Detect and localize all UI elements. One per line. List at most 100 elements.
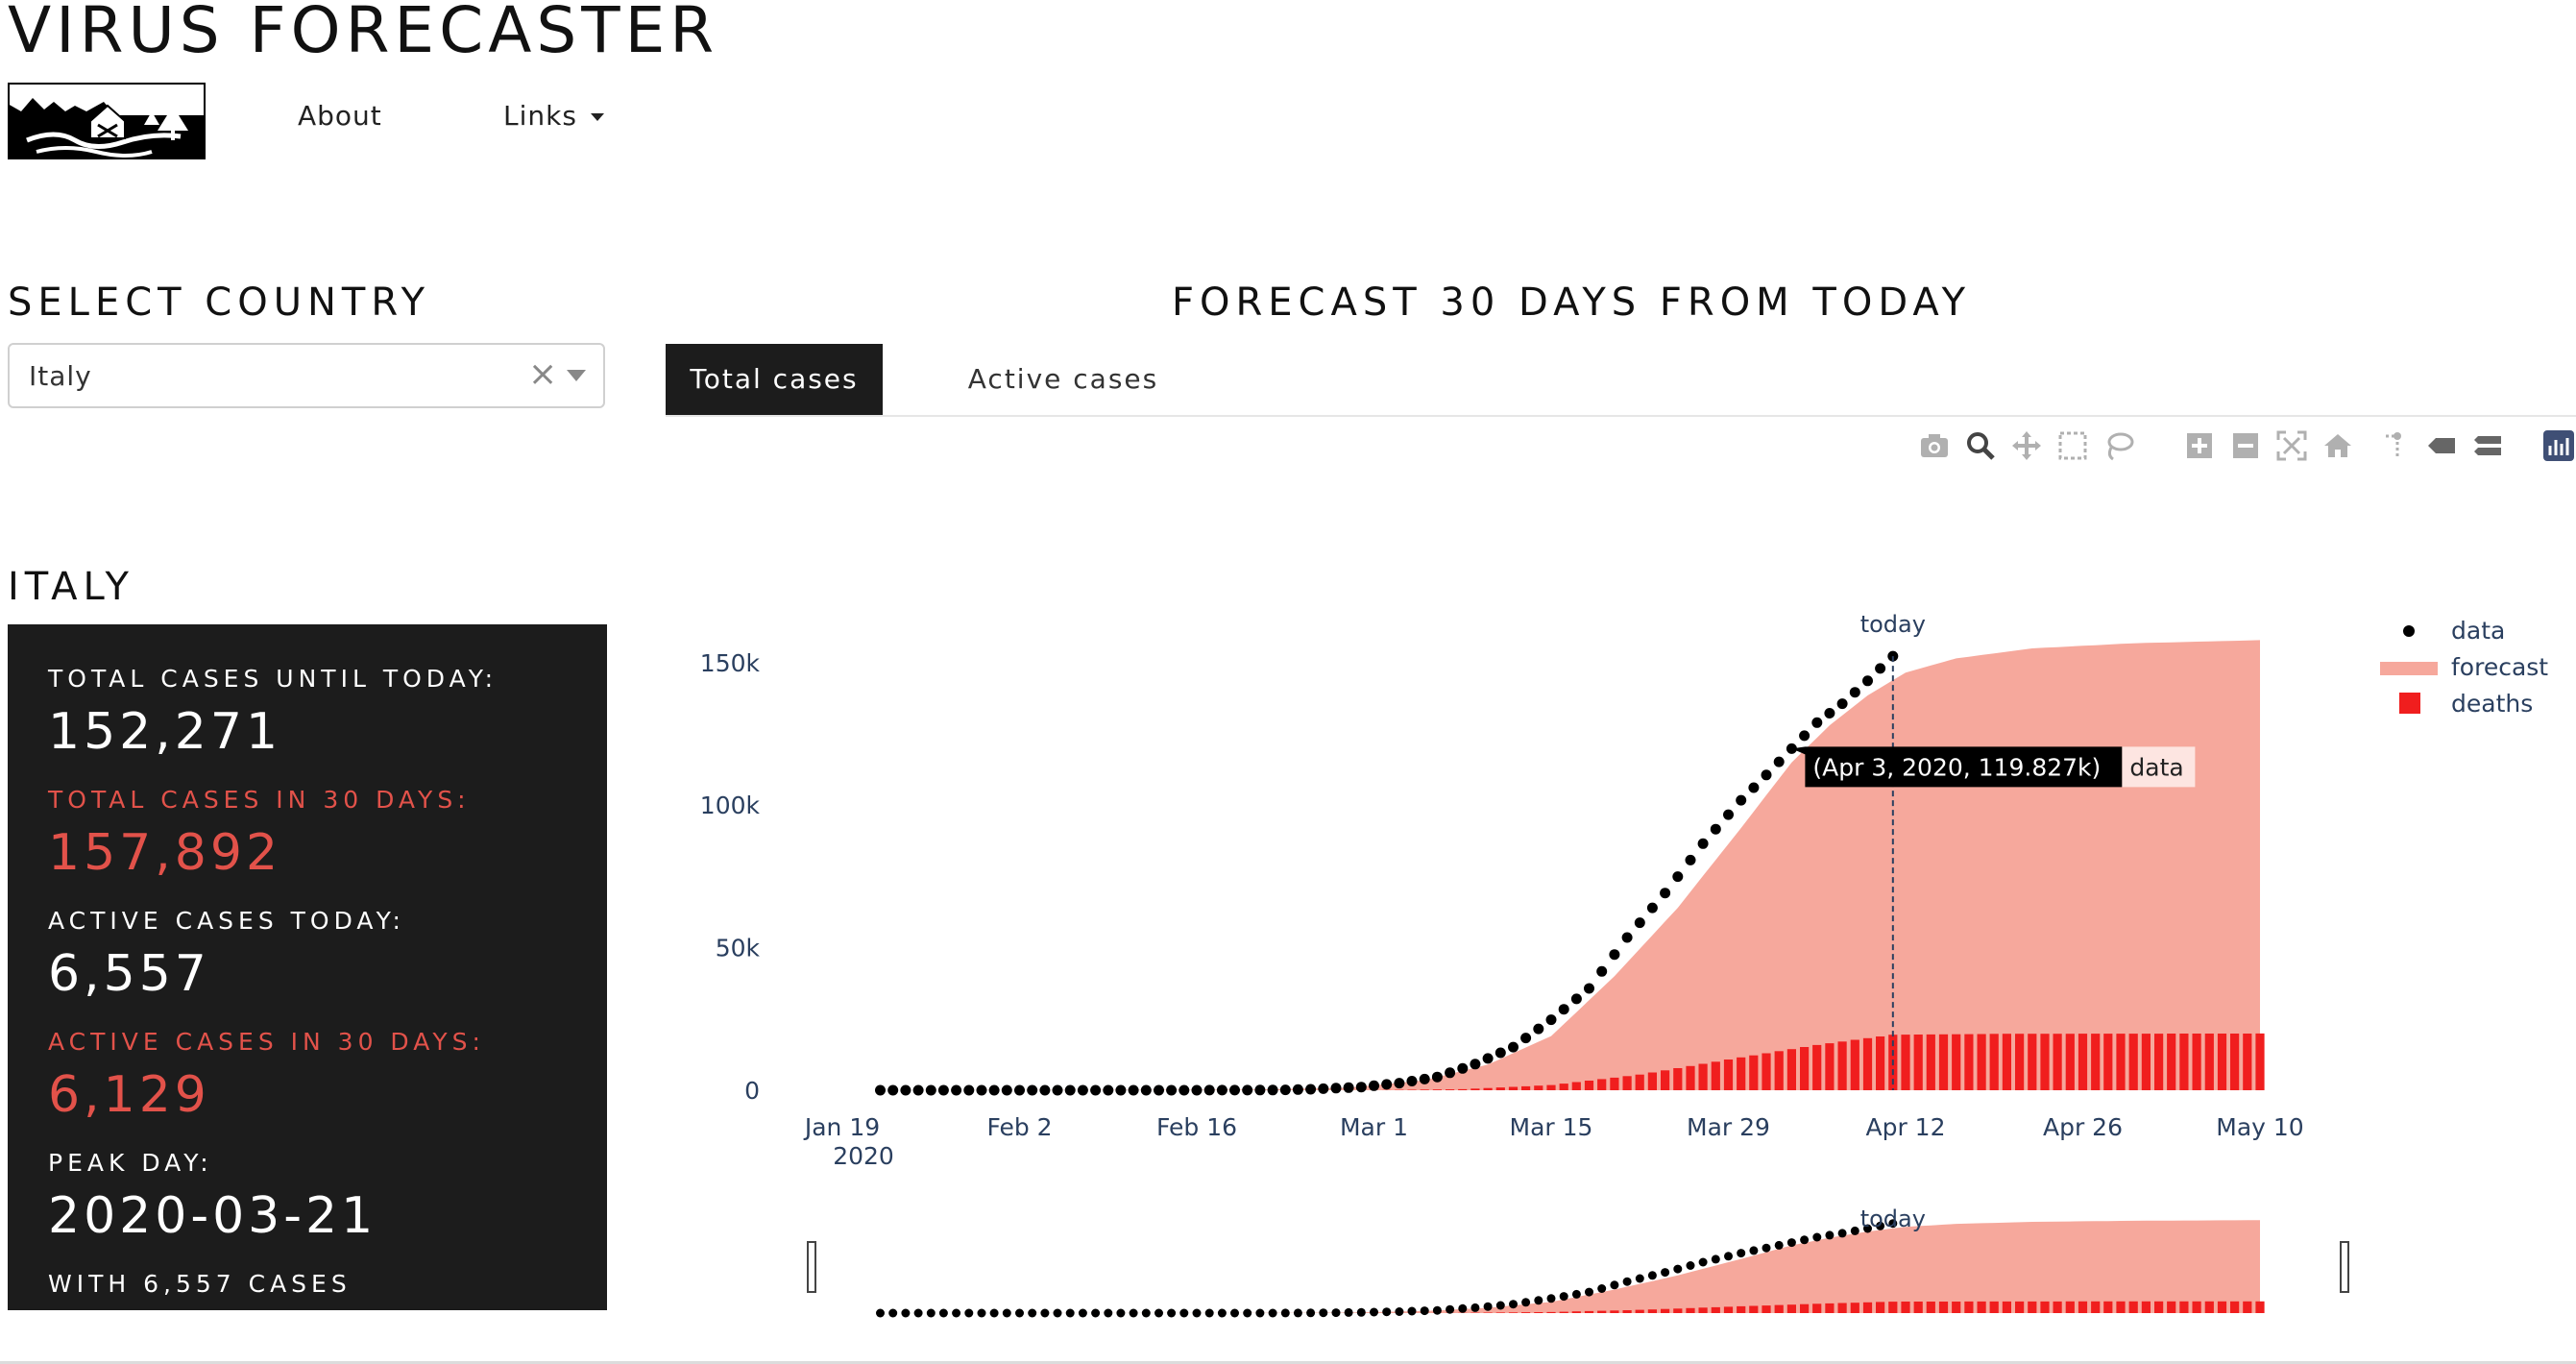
- deaths-bar[interactable]: [2028, 1034, 2037, 1090]
- data-point[interactable]: [1318, 1083, 1329, 1094]
- deaths-bar[interactable]: [1862, 1037, 1873, 1090]
- deaths-bar[interactable]: [1876, 1036, 1885, 1090]
- data-point[interactable]: [976, 1084, 987, 1096]
- data-point[interactable]: [1355, 1082, 1367, 1093]
- data-point[interactable]: [1343, 1082, 1354, 1093]
- deaths-bar[interactable]: [2053, 1034, 2062, 1090]
- deaths-bar[interactable]: [1673, 1068, 1683, 1090]
- hover-closest-icon[interactable]: [2424, 428, 2459, 463]
- data-point[interactable]: [1203, 1084, 1215, 1096]
- data-point[interactable]: [1799, 730, 1810, 742]
- deaths-bar[interactable]: [2141, 1034, 2151, 1090]
- data-point[interactable]: [1052, 1084, 1063, 1096]
- zoom-in-icon[interactable]: [2182, 428, 2217, 463]
- data-point[interactable]: [1545, 1014, 1557, 1026]
- deaths-bar[interactable]: [1508, 1086, 1519, 1091]
- data-point[interactable]: [1836, 698, 1848, 710]
- data-point[interactable]: [1786, 743, 1797, 754]
- data-point[interactable]: [963, 1084, 975, 1096]
- deaths-bar[interactable]: [1622, 1076, 1632, 1090]
- data-point[interactable]: [1216, 1084, 1227, 1096]
- legend-item-forecast[interactable]: forecast: [2380, 653, 2548, 681]
- data-point[interactable]: [1419, 1073, 1430, 1084]
- deaths-bar[interactable]: [1559, 1084, 1568, 1090]
- reset-axes-icon[interactable]: [2321, 428, 2355, 463]
- autoscale-icon[interactable]: [2274, 428, 2309, 463]
- data-point[interactable]: [1406, 1076, 1418, 1086]
- deaths-bar[interactable]: [1458, 1088, 1468, 1090]
- legend-item-deaths[interactable]: deaths: [2399, 690, 2533, 718]
- data-point[interactable]: [1039, 1084, 1051, 1096]
- range-slider-left-handle[interactable]: [807, 1241, 816, 1293]
- data-point[interactable]: [1457, 1062, 1469, 1074]
- data-point[interactable]: [1508, 1041, 1519, 1053]
- data-point[interactable]: [875, 1084, 886, 1096]
- deaths-bar[interactable]: [1952, 1034, 1961, 1090]
- data-point[interactable]: [1558, 1004, 1569, 1015]
- data-point[interactable]: [1077, 1084, 1088, 1096]
- data-point[interactable]: [1862, 675, 1873, 687]
- deaths-bar[interactable]: [2243, 1034, 2252, 1090]
- data-point[interactable]: [900, 1084, 911, 1096]
- data-point[interactable]: [988, 1084, 1000, 1096]
- deaths-bar[interactable]: [1913, 1035, 1923, 1090]
- data-point[interactable]: [1242, 1084, 1253, 1096]
- lasso-icon[interactable]: [2102, 428, 2136, 463]
- data-point[interactable]: [1697, 838, 1709, 849]
- deaths-bar[interactable]: [1610, 1077, 1619, 1090]
- nav-about[interactable]: About: [298, 100, 382, 132]
- logo[interactable]: [8, 83, 206, 159]
- data-point[interactable]: [1445, 1067, 1456, 1079]
- deaths-bar[interactable]: [1977, 1034, 1986, 1091]
- data-point[interactable]: [1875, 663, 1886, 674]
- deaths-bar[interactable]: [1521, 1085, 1531, 1090]
- data-point[interactable]: [1748, 782, 1760, 793]
- country-select[interactable]: Italy ×: [8, 343, 605, 408]
- deaths-bar[interactable]: [1432, 1089, 1442, 1090]
- deaths-bar[interactable]: [1711, 1061, 1720, 1090]
- deaths-bar[interactable]: [2128, 1034, 2138, 1090]
- deaths-bar[interactable]: [1686, 1065, 1695, 1090]
- data-point[interactable]: [925, 1084, 936, 1096]
- data-point[interactable]: [1267, 1084, 1278, 1096]
- data-point[interactable]: [1849, 687, 1860, 698]
- data-point[interactable]: [1115, 1084, 1127, 1096]
- data-point[interactable]: [1305, 1084, 1317, 1095]
- data-point[interactable]: [1761, 769, 1772, 781]
- deaths-bar[interactable]: [2065, 1034, 2075, 1090]
- deaths-bar[interactable]: [1534, 1085, 1543, 1090]
- data-point[interactable]: [1279, 1084, 1291, 1096]
- data-point[interactable]: [1369, 1080, 1379, 1091]
- deaths-bar[interactable]: [1989, 1034, 1999, 1090]
- zoom-out-icon[interactable]: [2228, 428, 2263, 463]
- zoom-icon[interactable]: [1963, 428, 1998, 463]
- deaths-bar[interactable]: [1647, 1072, 1657, 1091]
- deaths-bar[interactable]: [2230, 1034, 2240, 1090]
- data-point[interactable]: [1773, 756, 1785, 767]
- deaths-bar[interactable]: [2103, 1034, 2113, 1090]
- nav-links-dropdown[interactable]: Links: [503, 100, 604, 132]
- tab-active-cases[interactable]: Active cases: [967, 363, 1159, 395]
- data-point[interactable]: [1533, 1023, 1544, 1035]
- range-slider-right-handle[interactable]: [2340, 1241, 2349, 1293]
- deaths-bar[interactable]: [1786, 1049, 1796, 1090]
- data-point[interactable]: [1710, 823, 1721, 835]
- deaths-bar[interactable]: [1800, 1047, 1810, 1090]
- deaths-bar[interactable]: [1762, 1053, 1771, 1091]
- data-point[interactable]: [1014, 1084, 1025, 1096]
- deaths-bar[interactable]: [1546, 1084, 1556, 1090]
- deaths-bar[interactable]: [2179, 1034, 2189, 1090]
- chevron-down-icon[interactable]: [567, 370, 586, 381]
- deaths-bar[interactable]: [1483, 1087, 1493, 1090]
- data-point[interactable]: [1596, 965, 1608, 977]
- data-point[interactable]: [1570, 993, 1582, 1005]
- deaths-bar[interactable]: [1571, 1082, 1581, 1091]
- clear-icon[interactable]: ×: [528, 354, 558, 394]
- deaths-bar[interactable]: [1698, 1063, 1708, 1091]
- deaths-bar[interactable]: [1825, 1043, 1835, 1090]
- data-point[interactable]: [1254, 1084, 1266, 1096]
- data-point[interactable]: [951, 1084, 962, 1096]
- deaths-bar[interactable]: [1470, 1088, 1480, 1090]
- data-point[interactable]: [1394, 1078, 1405, 1089]
- deaths-bar[interactable]: [1850, 1039, 1859, 1091]
